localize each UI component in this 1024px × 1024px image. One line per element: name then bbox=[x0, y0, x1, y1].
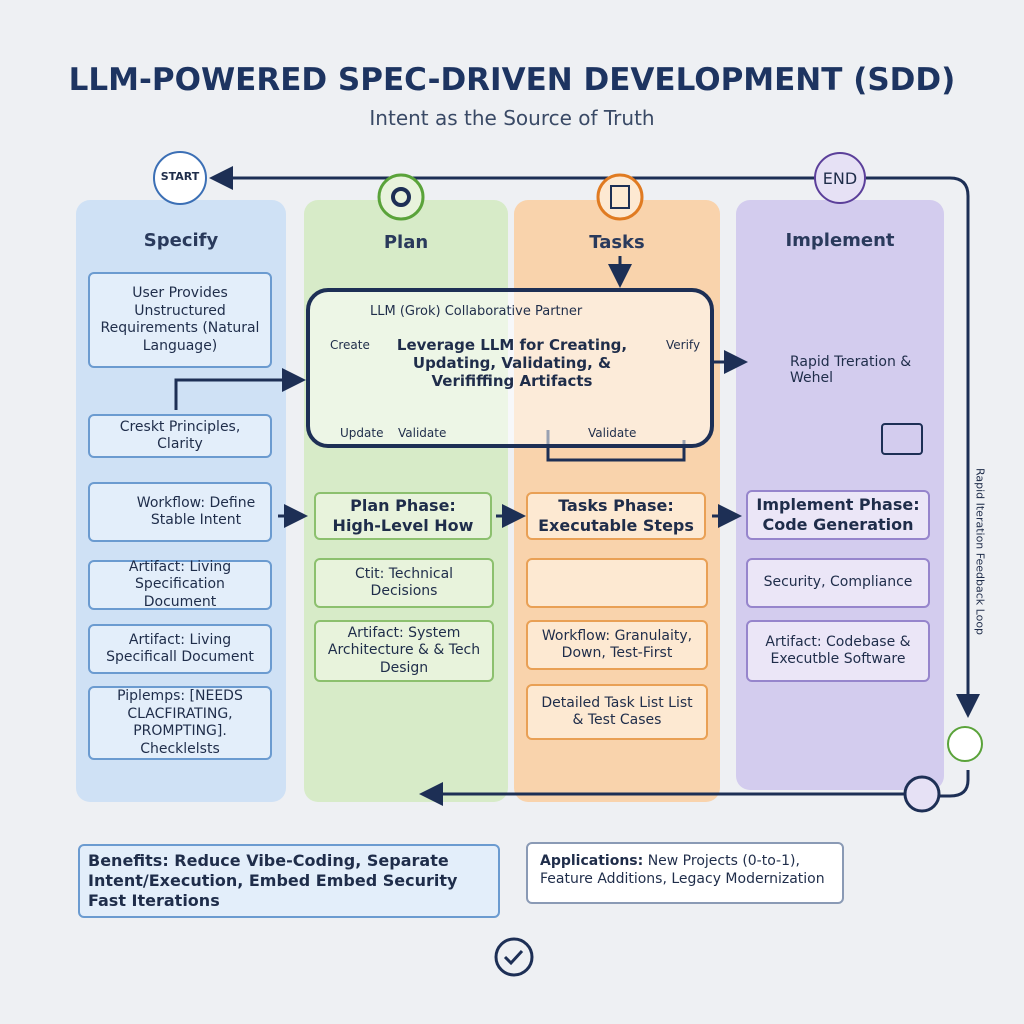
action: Verify bbox=[666, 338, 701, 352]
icon-card bbox=[526, 558, 708, 608]
card: Artifact: System Architecture & & Tech D… bbox=[314, 620, 494, 682]
llm-body: Leverage LLM for Creating, Updating, Val… bbox=[396, 336, 628, 390]
card: Workflow: Define Stable Intent bbox=[88, 482, 272, 542]
applications-text: New Projects (0-to-1), Feature Additions… bbox=[540, 853, 825, 888]
phase: Implement Phase: Code Generation bbox=[746, 490, 930, 540]
card: Piplemps: [NEEDS CLACFIRATING, PROMPTING… bbox=[88, 686, 272, 760]
applications: Applications: New Projects (0-to-1), Fea… bbox=[526, 842, 844, 904]
action: Create bbox=[330, 338, 370, 352]
benefits: Benefits: Reduce Vibe-Coding, Separate I… bbox=[78, 844, 500, 918]
card: Creskt Principles, Clarity bbox=[88, 414, 272, 458]
column-title: Plan bbox=[383, 232, 429, 253]
note: Rapid Treration & Wehel bbox=[790, 354, 912, 386]
card: Workflow: Granulaity, Down, Test-First bbox=[526, 620, 708, 670]
card: Ctit: Technical Decisions bbox=[314, 558, 494, 608]
start-label: START bbox=[160, 170, 200, 183]
card: Detailed Task List List & Test Cases bbox=[526, 684, 708, 740]
column-title: Implement bbox=[785, 230, 895, 251]
card: Artifact: Codebase & Executble Software bbox=[746, 620, 930, 682]
phase: Tasks Phase: Executable Steps bbox=[526, 492, 706, 540]
applications-label: Applications: bbox=[540, 853, 644, 869]
action: Update bbox=[340, 426, 384, 440]
column-title: Specify bbox=[143, 230, 219, 251]
column-title: Tasks bbox=[589, 232, 645, 253]
subtitle: Intent as the Source of Truth bbox=[369, 106, 655, 130]
loop-label: Rapid Iteration Feedback Loop bbox=[973, 467, 987, 636]
action: Validate bbox=[398, 426, 447, 440]
card: Artifact: Living Specificall Document bbox=[88, 624, 272, 674]
llm-title: LLM (Grok) Collaborative Partner bbox=[370, 304, 583, 319]
title: LLM-POWERED SPEC-DRIVEN DEVELOPMENT (SDD… bbox=[68, 62, 956, 98]
card: Artifact: Living Specification Document bbox=[88, 559, 272, 610]
card: Security, Compliance bbox=[746, 558, 930, 608]
phase: Plan Phase: High-Level How bbox=[314, 492, 492, 540]
card: User Provides Unstructured Requirements … bbox=[88, 272, 272, 368]
end-label: END bbox=[822, 169, 858, 188]
action: Validate bbox=[588, 426, 637, 440]
